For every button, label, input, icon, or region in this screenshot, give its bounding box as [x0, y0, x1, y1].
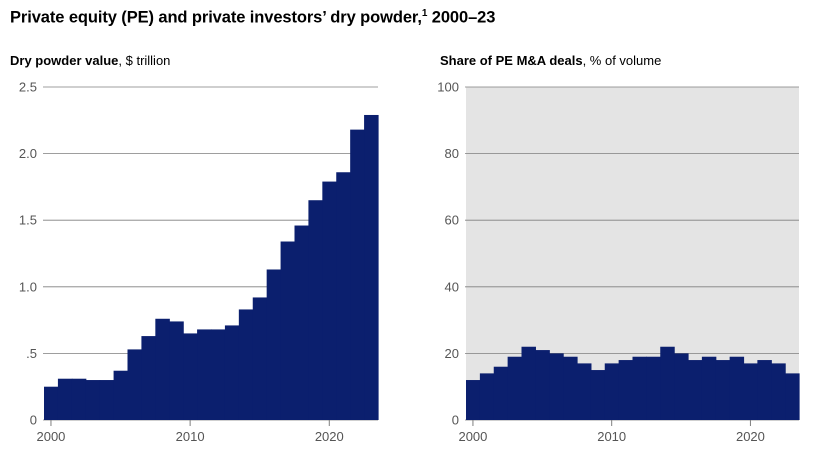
pe-share-bar-2009	[590, 370, 606, 420]
dry-powder-bar-2006	[127, 349, 143, 420]
pe-share-bar-2017	[701, 356, 717, 420]
dry-powder-bar-2014	[238, 309, 254, 420]
figure-title-range: 2000–23	[427, 8, 496, 27]
dry-powder-bar-2004	[99, 380, 115, 420]
right-chart-subtitle: Share of PE M&A deals, % of volume	[440, 53, 662, 68]
pe-share-bar-2010	[604, 363, 620, 420]
right-chart-title: Share of PE M&A deals	[440, 53, 583, 68]
dry-powder-bar-2023	[364, 114, 379, 421]
pe-share-bar-2021	[757, 360, 772, 420]
pe-share-bar-2019	[729, 356, 745, 420]
figure-title: Private equity (PE) and private investor…	[10, 8, 495, 28]
pe-share-bar-2002	[493, 366, 509, 420]
dry-powder-y-tick-label: 2.0	[19, 146, 37, 161]
pe-share-y-tick-label: 100	[437, 80, 459, 95]
pe-share-y-tick-label: 60	[445, 213, 459, 228]
pe-share-bar-2018	[715, 360, 731, 420]
dry-powder-bar-2019	[308, 200, 323, 420]
dry-powder-bar-2011	[197, 329, 212, 420]
dry-powder-y-tick-label: 2.5	[19, 80, 37, 95]
pe-share-bar-2012	[632, 356, 647, 420]
dry-powder-bar-2008	[155, 318, 170, 420]
dry-powder-bar-2017	[280, 241, 296, 420]
dry-powder-bar-2018	[294, 225, 310, 420]
pe-share-bar-2006	[549, 353, 564, 420]
pe-share-bar-2020	[743, 363, 758, 420]
dry-powder-bar-2012	[211, 329, 226, 420]
dry-powder-bar-2002	[71, 378, 87, 420]
pe-share-y-tick-label: 40	[445, 279, 459, 294]
dry-powder-bar-2010	[183, 333, 198, 420]
dry-powder-bar-2020	[322, 181, 337, 420]
dry-powder-bar-2013	[224, 325, 240, 420]
dry-powder-x-tick-label: 2000	[36, 429, 65, 444]
pe-share-bar-2004	[521, 346, 536, 420]
dry-powder-y-tick-label: 0	[30, 413, 37, 428]
pe-share-bar-2005	[535, 350, 550, 420]
dry-powder-bar-2003	[85, 380, 101, 420]
right-chart-unit: % of volume	[589, 53, 662, 68]
dry-powder-bar-2016	[266, 269, 282, 420]
figure-title-main: Private equity (PE) and private investor…	[10, 8, 422, 27]
dry-powder-y-tick-label: .5	[26, 346, 37, 361]
dry-powder-bar-2000	[44, 386, 59, 420]
pe-share-x-tick-label: 2000	[458, 429, 487, 444]
dry-powder-bar-2007	[141, 336, 156, 420]
dry-powder-x-tick-label: 2020	[315, 429, 344, 444]
pe-share-bar-2011	[618, 360, 634, 420]
pe-share-bar-2015	[674, 353, 689, 420]
left-chart-title: Dry powder value	[10, 53, 119, 68]
left-chart-subtitle: Dry powder value, $ trillion	[10, 53, 171, 68]
pe-share-bar-2001	[479, 373, 495, 420]
dry-powder-bar-2021	[336, 172, 351, 420]
dry-powder-y-tick-label: 1.5	[19, 213, 37, 228]
pe-share-bar-2008	[577, 363, 592, 420]
pe-share-y-tick-label: 80	[445, 146, 459, 161]
pe-share-bar-2023	[785, 373, 800, 420]
pe-share-bar-2003	[507, 356, 523, 420]
dry-powder-bar-2005	[113, 370, 129, 420]
pe-share-bar-2022	[771, 363, 786, 420]
dry-powder-bar-2001	[57, 378, 73, 420]
pe-share-bar-2016	[688, 360, 703, 420]
footnote-marker: 1	[421, 8, 428, 19]
pe-share-bar-2014	[660, 346, 675, 420]
dry-powder-bar-2009	[169, 321, 184, 420]
pe-share-y-tick-label: 0	[452, 413, 459, 428]
dry-powder-x-tick-label: 2010	[176, 429, 205, 444]
pe-share-bar-2007	[563, 356, 578, 420]
pe-share-y-tick-label: 20	[445, 346, 459, 361]
pe-share-x-tick-label: 2020	[736, 429, 765, 444]
dry-powder-bar-2022	[350, 129, 365, 420]
pe-share-bar-2000	[466, 380, 481, 420]
left-chart-unit: $ trillion	[125, 53, 171, 68]
pe-share-x-tick-label: 2010	[597, 429, 626, 444]
dry-powder-y-tick-label: 1.0	[19, 279, 37, 294]
dry-powder-bar-2015	[252, 297, 268, 420]
pe-share-bar-2013	[646, 356, 661, 420]
